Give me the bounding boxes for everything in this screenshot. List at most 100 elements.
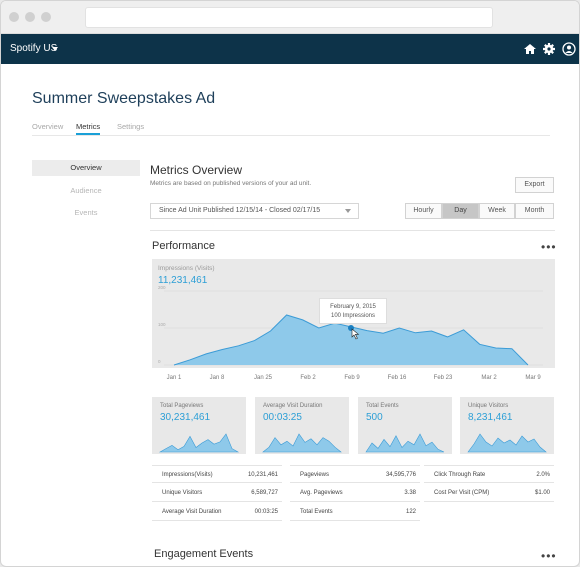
impressions-area-chart: 0 100 200 (158, 285, 543, 366)
card-sparkline (467, 433, 547, 453)
tooltip-date: February 9, 2015 (330, 304, 376, 310)
card-label: Unique Visitors (468, 403, 509, 409)
card-label: Average Visit Duration (263, 403, 323, 409)
interval-month-button[interactable]: Month (515, 203, 554, 219)
tab-overview[interactable]: Overview (32, 122, 64, 131)
engagement-title: Engagement Events (154, 548, 254, 560)
x-tick-label: Feb 9 (344, 375, 360, 381)
x-tick-label: Mar 2 (481, 375, 497, 381)
performance-title: Performance (152, 240, 215, 252)
y-tick-label: 100 (158, 322, 166, 327)
interval-day-button[interactable]: Day (442, 203, 479, 219)
tooltip-value: 100 Impressions (330, 313, 376, 319)
stat-value: $1.00 (534, 490, 550, 496)
stat-label: Average Visit Duration (162, 509, 222, 515)
summary-card[interactable]: Average Visit Duration 00:03:25 (255, 397, 349, 454)
sparkline-area (365, 433, 445, 453)
sidebar-item-overview[interactable]: Overview (32, 160, 140, 176)
section-divider (150, 230, 555, 231)
user-icon[interactable] (562, 42, 576, 56)
stat-row: Average Visit Duration 00:03:25 (152, 503, 282, 521)
stat-label: Pageviews (300, 472, 330, 478)
stat-value: 10,231,461 (247, 472, 278, 478)
chevron-down-icon (345, 209, 351, 213)
engagement-more-icon[interactable]: ••• (541, 549, 557, 563)
window-maximize-dot[interactable] (41, 12, 51, 22)
sidebar-item-events[interactable]: Events (74, 208, 98, 217)
card-sparkline (158, 433, 240, 453)
export-button[interactable]: Export (515, 177, 554, 193)
x-tick-label: Feb 23 (433, 375, 453, 381)
stat-value: 6,589,727 (251, 490, 278, 496)
stat-value: 00:03:25 (254, 509, 278, 515)
x-tick-label: Jan 8 (209, 375, 225, 381)
chart-tooltip: February 9, 2015 100 Impressions (319, 298, 387, 324)
card-value: 30,231,461 (160, 412, 211, 423)
y-tick-label: 0 (158, 359, 161, 364)
impressions-area (174, 315, 528, 365)
stat-row: Pageviews 34,595,776 (290, 465, 420, 483)
summary-card[interactable]: Total Pageviews 30,231,461 (152, 397, 246, 454)
sidebar-item-audience[interactable]: Audience (70, 186, 102, 195)
window-minimize-dot[interactable] (25, 12, 35, 22)
summary-card[interactable]: Total Events 500 (358, 397, 452, 454)
metrics-title: Metrics Overview (150, 163, 243, 177)
tabs-divider (32, 135, 550, 136)
stat-row: Impressions(Visits) 10,231,461 (152, 465, 282, 483)
stat-label: Avg. Pageviews (300, 490, 343, 496)
chevron-down-icon[interactable] (52, 47, 58, 51)
account-switcher[interactable]: Spotify US (10, 43, 58, 54)
stat-value: 122 (405, 509, 416, 515)
card-sparkline (365, 433, 445, 453)
summary-card[interactable]: Unique Visitors 8,231,461 (460, 397, 554, 454)
stat-label: Cost Per Visit (CPM) (434, 490, 490, 496)
date-range-value: Since Ad Unit Published 12/15/14 - Close… (159, 207, 321, 214)
stat-label: Total Events (300, 509, 333, 515)
y-tick-label: 200 (158, 285, 166, 290)
x-tick-label: Jan 25 (253, 375, 273, 381)
stat-row: Click Through Rate 2.0% (424, 465, 554, 483)
tab-metrics[interactable]: Metrics (76, 122, 101, 131)
stat-label: Unique Visitors (162, 490, 203, 496)
gear-icon[interactable] (542, 42, 556, 56)
card-value: 00:03:25 (263, 412, 302, 423)
chart-metric-label: Impressions (Visits) (158, 265, 215, 272)
stat-row: Avg. Pageviews 3.38 (290, 484, 420, 502)
card-value: 500 (366, 412, 383, 423)
cursor-pointer-icon (351, 328, 360, 340)
browser-chrome (1, 1, 579, 34)
app-header: Spotify US (1, 34, 579, 64)
card-label: Total Events (366, 403, 399, 409)
address-bar[interactable] (85, 7, 493, 28)
x-tick-label: Jan 1 (166, 375, 182, 381)
x-tick-label: Feb 16 (387, 375, 407, 381)
date-range-select[interactable]: Since Ad Unit Published 12/15/14 - Close… (150, 203, 359, 219)
card-value: 8,231,461 (468, 412, 513, 423)
x-tick-label: Mar 9 (525, 375, 541, 381)
stat-row: Cost Per Visit (CPM) $1.00 (424, 484, 554, 502)
stat-value: 2.0% (536, 472, 550, 478)
sparkline-area (262, 433, 342, 453)
stat-label: Click Through Rate (434, 472, 486, 478)
stat-value: 34,595,776 (385, 472, 416, 478)
interval-week-button[interactable]: Week (479, 203, 515, 219)
stat-row: Unique Visitors 6,589,727 (152, 484, 282, 502)
stat-value: 3.38 (404, 490, 416, 496)
sparkline-area (158, 433, 240, 453)
x-tick-label: Feb 2 (300, 375, 316, 381)
performance-more-icon[interactable]: ••• (541, 240, 557, 254)
stat-label: Impressions(Visits) (162, 472, 213, 478)
sparkline-area (467, 433, 547, 453)
card-label: Total Pageviews (160, 403, 204, 409)
active-tab-indicator (76, 133, 100, 135)
metrics-subtitle: Metrics are based on published versions … (150, 180, 312, 187)
interval-hourly-button[interactable]: Hourly (405, 203, 442, 219)
chart-x-axis: Jan 1 Jan 8 Jan 25 Feb 2 Feb 9 Feb 16 Feb 23 Ma… (152, 368, 555, 388)
tab-settings[interactable]: Settings (117, 122, 145, 131)
card-sparkline (262, 433, 342, 453)
page-title: Summer Sweepstakes Ad (32, 90, 216, 107)
home-icon[interactable] (523, 42, 537, 56)
stat-row: Total Events 122 (290, 503, 420, 521)
window-close-dot[interactable] (9, 12, 19, 22)
